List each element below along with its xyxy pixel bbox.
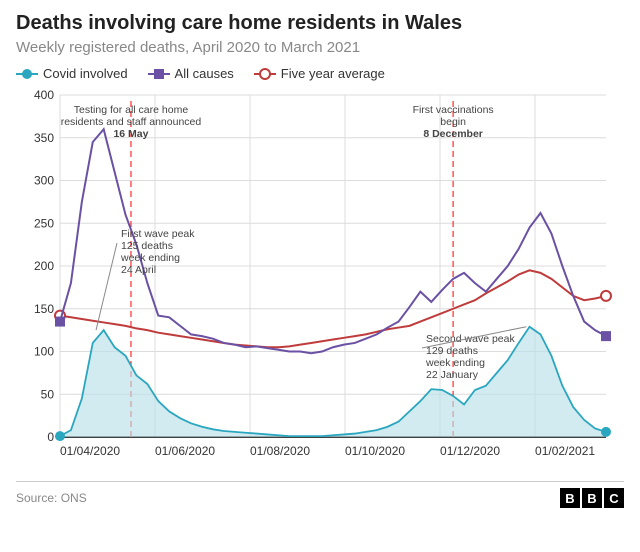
svg-text:01/04/2020: 01/04/2020	[60, 444, 120, 458]
legend-label: Covid involved	[43, 66, 128, 81]
legend-marker-covid	[16, 67, 38, 81]
legend-item-fiveyr: Five year average	[254, 66, 385, 81]
svg-text:01/12/2020: 01/12/2020	[440, 444, 500, 458]
svg-text:400: 400	[34, 88, 54, 102]
chart-subtitle: Weekly registered deaths, April 2020 to …	[16, 39, 624, 56]
svg-text:100: 100	[34, 345, 54, 359]
legend-marker-all	[148, 67, 170, 81]
source-label: Source: ONS	[16, 491, 87, 505]
legend-item-covid: Covid involved	[16, 66, 128, 81]
svg-text:50: 50	[41, 387, 55, 401]
svg-text:week ending: week ending	[425, 357, 485, 369]
svg-text:Second wave peak: Second wave peak	[426, 333, 515, 345]
svg-text:01/10/2020: 01/10/2020	[345, 444, 405, 458]
svg-text:First wave peak: First wave peak	[121, 228, 195, 240]
svg-text:01/06/2020: 01/06/2020	[155, 444, 215, 458]
svg-text:week ending: week ending	[120, 252, 180, 264]
svg-text:01/08/2020: 01/08/2020	[250, 444, 310, 458]
svg-text:begin: begin	[440, 116, 466, 128]
logo-letter: C	[604, 488, 624, 508]
chart-svg: 0 50 100 150 200 250 300 350 400 01/04/2020 01/06/…	[16, 87, 616, 477]
svg-text:8 December: 8 December	[423, 128, 483, 140]
svg-text:350: 350	[34, 131, 54, 145]
svg-text:200: 200	[34, 259, 54, 273]
legend-item-all: All causes	[148, 66, 234, 81]
svg-text:300: 300	[34, 174, 54, 188]
svg-text:250: 250	[34, 216, 54, 230]
legend-label: All causes	[175, 66, 234, 81]
chart-title: Deaths involving care home residents in …	[16, 12, 624, 35]
legend-label: Five year average	[281, 66, 385, 81]
svg-text:0: 0	[47, 430, 54, 444]
svg-text:01/02/2021: 01/02/2021	[535, 444, 595, 458]
svg-text:150: 150	[34, 302, 54, 316]
chart-area: 0 50 100 150 200 250 300 350 400 01/04/2020 01/06/…	[16, 87, 624, 477]
legend-marker-fiveyr	[254, 67, 276, 81]
svg-text:24 April: 24 April	[121, 264, 156, 276]
svg-text:129 deaths: 129 deaths	[426, 345, 478, 357]
svg-text:125 deaths: 125 deaths	[121, 240, 173, 252]
logo-letter: B	[560, 488, 580, 508]
svg-text:First vaccinations: First vaccinations	[413, 104, 494, 116]
bbc-logo: B B C	[560, 488, 624, 508]
svg-text:16 May: 16 May	[113, 128, 148, 140]
logo-letter: B	[582, 488, 602, 508]
legend: Covid involved All causes Five year aver…	[16, 66, 624, 81]
svg-text:22 January: 22 January	[426, 369, 479, 381]
svg-text:Testing for all care home: Testing for all care home	[74, 104, 189, 116]
svg-text:residents and staff announced: residents and staff announced	[61, 116, 202, 128]
